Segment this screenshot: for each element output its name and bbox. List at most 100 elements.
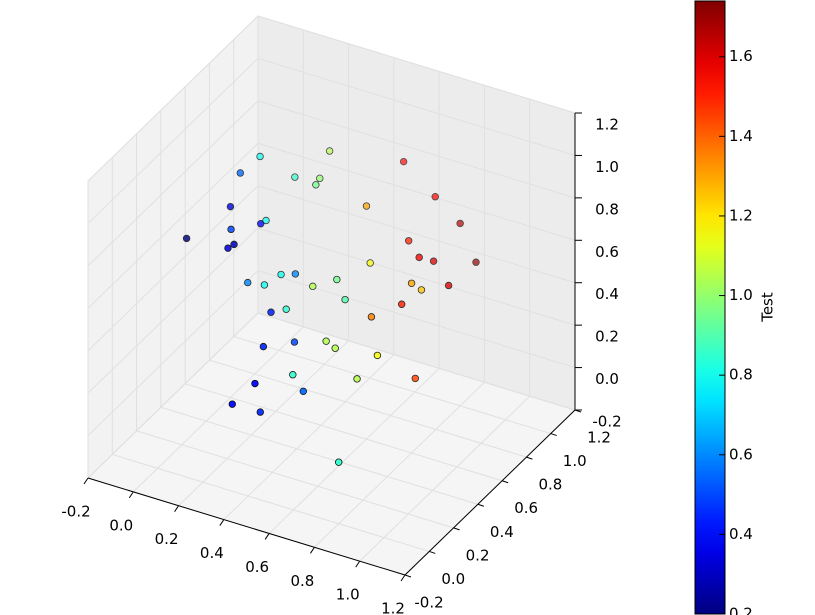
x-tick xyxy=(83,477,89,485)
point xyxy=(236,169,245,177)
y-tick-label: 1.2 xyxy=(587,429,611,447)
colorbar-tick-label: 1.2 xyxy=(729,206,753,224)
point xyxy=(399,157,408,166)
point xyxy=(333,275,341,284)
grid-line xyxy=(257,185,576,284)
grid-line xyxy=(257,57,576,156)
grid-line xyxy=(87,312,259,479)
grid-line xyxy=(257,227,576,326)
grid-line xyxy=(87,227,259,394)
point xyxy=(251,379,259,388)
point xyxy=(309,282,317,291)
grid-line xyxy=(257,100,576,199)
x-tick xyxy=(355,560,361,568)
y-tick-label: 0.0 xyxy=(441,570,465,588)
grid-line xyxy=(112,453,430,552)
point xyxy=(407,279,416,287)
y-tick xyxy=(404,574,412,578)
grid-line xyxy=(209,359,527,458)
colorbar-label: Test xyxy=(759,292,777,323)
point xyxy=(312,181,320,189)
z-tick-label: -0.2 xyxy=(592,413,621,431)
grid-line xyxy=(87,58,259,224)
grid-line xyxy=(257,15,576,114)
colorbar xyxy=(694,0,726,615)
point xyxy=(373,351,382,360)
point xyxy=(415,253,423,262)
point xyxy=(362,202,371,210)
colorbar-tick-label: 0.4 xyxy=(729,525,753,543)
colorbar-tick-label: 0.6 xyxy=(729,445,753,463)
point xyxy=(282,305,290,313)
point xyxy=(260,281,269,289)
point xyxy=(289,371,297,379)
x-tick-label: 0.8 xyxy=(290,572,314,590)
y-tick xyxy=(453,527,460,531)
x-tick xyxy=(219,519,225,526)
point xyxy=(256,408,264,416)
x-tick xyxy=(264,533,270,540)
point xyxy=(472,258,480,266)
point xyxy=(397,300,406,308)
z-tick-label: 0.8 xyxy=(595,200,619,218)
x-axis-line xyxy=(87,477,406,576)
x-tick xyxy=(174,505,179,512)
point xyxy=(256,152,264,161)
grid-line xyxy=(87,185,259,352)
x-tick-label: 0.6 xyxy=(245,558,269,576)
y-tick-label: -0.2 xyxy=(414,594,443,612)
x-tick xyxy=(128,491,134,499)
point xyxy=(182,234,191,243)
y-axis-line xyxy=(404,409,576,576)
grid-line xyxy=(132,326,304,493)
point xyxy=(316,174,324,183)
point xyxy=(230,240,238,249)
x-tick-label: 1.2 xyxy=(381,600,405,615)
x-tick-label: 1.0 xyxy=(336,586,360,604)
point xyxy=(335,458,343,466)
x-tick-label: -0.2 xyxy=(61,503,90,521)
grid-line xyxy=(233,336,551,435)
z-tick-label: 0.0 xyxy=(595,370,619,388)
point xyxy=(299,387,308,396)
point xyxy=(277,270,285,279)
point xyxy=(431,192,439,201)
z-tick-label: 0.2 xyxy=(595,328,619,346)
y-tick-label: 1.0 xyxy=(563,452,587,470)
grid-line xyxy=(314,381,485,548)
y-tick xyxy=(477,503,485,507)
point xyxy=(256,220,265,228)
z-tick-label: 1.0 xyxy=(595,158,619,176)
y-tick-label: 0.6 xyxy=(514,499,538,517)
grid-line xyxy=(268,368,440,534)
colorbar-tick-label: 1.6 xyxy=(729,47,753,65)
z-tick-label: 0.6 xyxy=(595,243,619,261)
y-tick xyxy=(526,456,533,460)
colorbar-tick-label: 1.0 xyxy=(729,286,753,304)
point xyxy=(244,278,252,287)
grid-line xyxy=(87,142,259,309)
y-tick-label: 0.4 xyxy=(490,523,514,541)
grid-line xyxy=(87,100,259,267)
point xyxy=(228,400,236,408)
grid-line xyxy=(257,142,576,241)
z-tick-label: 1.2 xyxy=(595,116,619,134)
point xyxy=(290,338,299,346)
point xyxy=(366,259,374,267)
y-tick xyxy=(429,550,436,554)
grid-line xyxy=(184,383,503,482)
point xyxy=(411,374,419,383)
point xyxy=(322,337,330,345)
y-tick xyxy=(550,433,557,437)
point xyxy=(417,286,426,294)
point xyxy=(353,375,361,383)
y-tick-label: 0.2 xyxy=(466,546,490,564)
grid-line xyxy=(257,312,576,411)
point xyxy=(226,202,235,211)
grid-line xyxy=(136,430,454,529)
x-tick xyxy=(310,547,315,554)
grid-line xyxy=(87,15,259,182)
grid-line xyxy=(160,406,479,505)
colorbar-tick-label: 0.2 xyxy=(729,605,753,615)
point xyxy=(341,295,349,304)
